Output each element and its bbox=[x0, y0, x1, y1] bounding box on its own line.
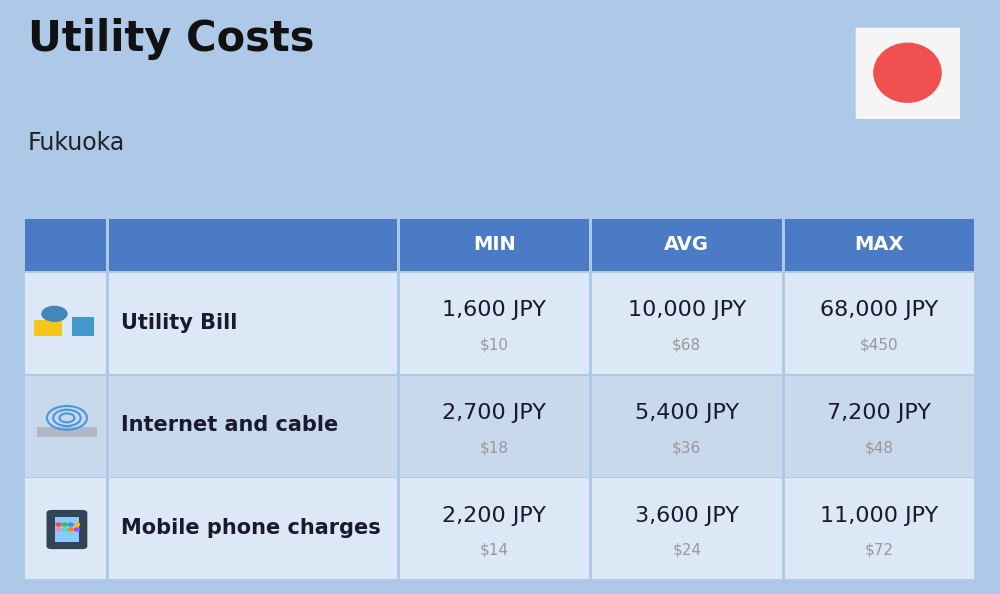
Text: Fukuoka: Fukuoka bbox=[28, 131, 125, 154]
Text: $18: $18 bbox=[480, 440, 509, 456]
Text: $10: $10 bbox=[480, 338, 509, 353]
FancyBboxPatch shape bbox=[72, 317, 94, 336]
Circle shape bbox=[62, 523, 67, 526]
Text: 11,000 JPY: 11,000 JPY bbox=[820, 505, 938, 526]
Text: Internet and cable: Internet and cable bbox=[121, 415, 338, 435]
FancyBboxPatch shape bbox=[34, 320, 62, 336]
Circle shape bbox=[68, 528, 73, 531]
FancyBboxPatch shape bbox=[592, 376, 782, 476]
FancyBboxPatch shape bbox=[25, 376, 106, 476]
Circle shape bbox=[56, 528, 61, 531]
FancyBboxPatch shape bbox=[25, 219, 106, 271]
FancyBboxPatch shape bbox=[855, 27, 960, 119]
Text: 3,600 JPY: 3,600 JPY bbox=[635, 505, 739, 526]
Text: 5,400 JPY: 5,400 JPY bbox=[635, 403, 739, 423]
FancyBboxPatch shape bbox=[400, 376, 589, 476]
Circle shape bbox=[74, 523, 80, 526]
Text: Utility Costs: Utility Costs bbox=[28, 18, 314, 60]
Text: $14: $14 bbox=[480, 543, 509, 558]
Text: $450: $450 bbox=[860, 338, 899, 353]
FancyBboxPatch shape bbox=[785, 376, 974, 476]
FancyBboxPatch shape bbox=[592, 219, 782, 271]
FancyBboxPatch shape bbox=[785, 219, 974, 271]
FancyBboxPatch shape bbox=[109, 273, 397, 374]
FancyBboxPatch shape bbox=[785, 478, 974, 579]
Text: 1,600 JPY: 1,600 JPY bbox=[442, 301, 546, 320]
Circle shape bbox=[74, 528, 80, 531]
Text: Utility Bill: Utility Bill bbox=[121, 312, 237, 333]
FancyBboxPatch shape bbox=[592, 478, 782, 579]
Text: MAX: MAX bbox=[855, 235, 904, 254]
Circle shape bbox=[874, 43, 941, 102]
Text: $48: $48 bbox=[865, 440, 894, 456]
Text: Mobile phone charges: Mobile phone charges bbox=[121, 518, 381, 538]
FancyBboxPatch shape bbox=[109, 376, 397, 476]
Circle shape bbox=[56, 523, 61, 526]
FancyBboxPatch shape bbox=[109, 478, 397, 579]
FancyBboxPatch shape bbox=[400, 219, 589, 271]
Text: 7,200 JPY: 7,200 JPY bbox=[827, 403, 931, 423]
Circle shape bbox=[62, 528, 67, 531]
Circle shape bbox=[68, 523, 73, 526]
Text: $36: $36 bbox=[672, 440, 701, 456]
Text: AVG: AVG bbox=[664, 235, 709, 254]
FancyBboxPatch shape bbox=[25, 478, 106, 579]
FancyBboxPatch shape bbox=[109, 219, 397, 271]
FancyBboxPatch shape bbox=[55, 517, 79, 542]
FancyBboxPatch shape bbox=[400, 478, 589, 579]
FancyBboxPatch shape bbox=[47, 510, 87, 549]
FancyBboxPatch shape bbox=[400, 273, 589, 374]
FancyBboxPatch shape bbox=[37, 426, 97, 437]
Text: 2,700 JPY: 2,700 JPY bbox=[442, 403, 546, 423]
Text: $68: $68 bbox=[672, 338, 701, 353]
Circle shape bbox=[42, 307, 67, 321]
Text: 2,200 JPY: 2,200 JPY bbox=[442, 505, 546, 526]
FancyBboxPatch shape bbox=[785, 273, 974, 374]
Text: 10,000 JPY: 10,000 JPY bbox=[628, 301, 746, 320]
Text: 68,000 JPY: 68,000 JPY bbox=[820, 301, 938, 320]
Text: $24: $24 bbox=[672, 543, 701, 558]
Text: $72: $72 bbox=[865, 543, 894, 558]
FancyBboxPatch shape bbox=[592, 273, 782, 374]
Text: MIN: MIN bbox=[473, 235, 516, 254]
FancyBboxPatch shape bbox=[25, 273, 106, 374]
